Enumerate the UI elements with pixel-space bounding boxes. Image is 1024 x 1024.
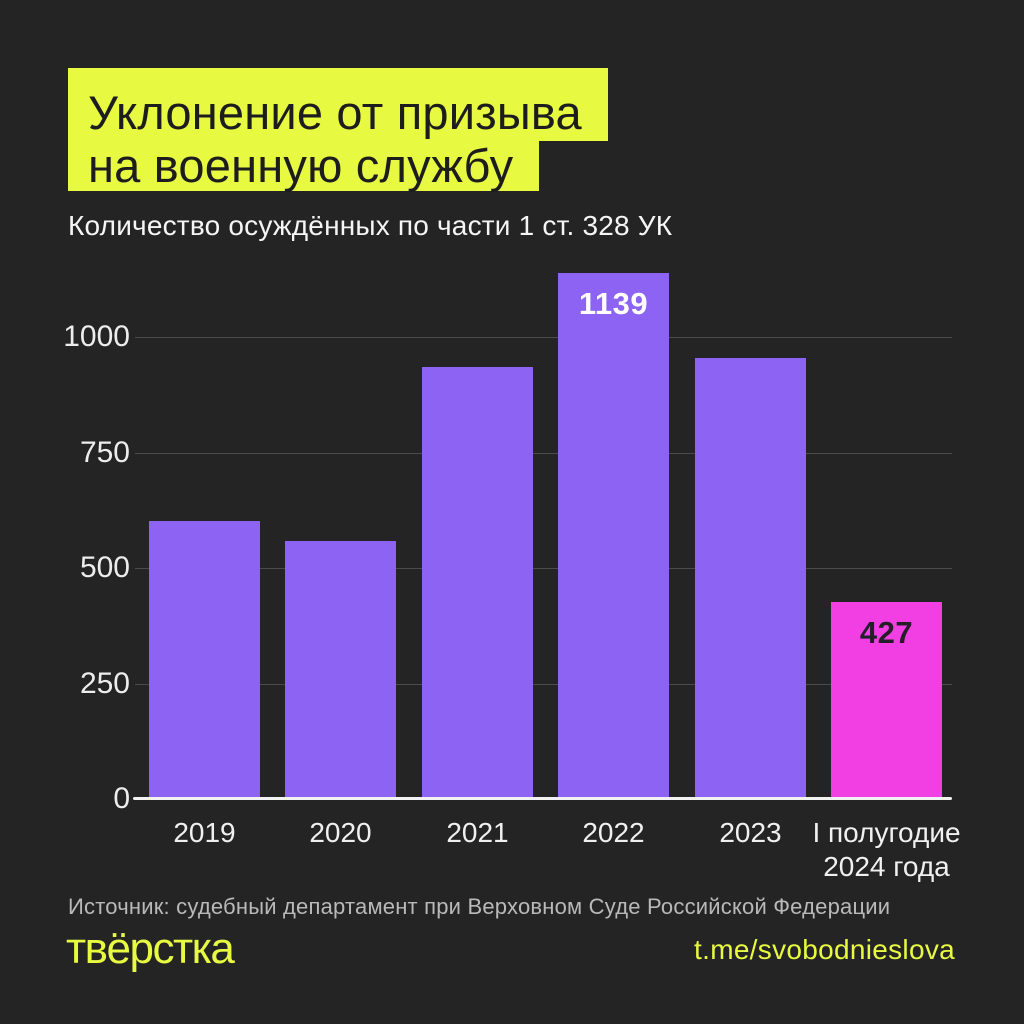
source-note: Источник: судебный департамент при Верхо… (68, 894, 891, 919)
ytick-label-750: 750 (79, 436, 130, 469)
ytick-label-1000: 1000 (63, 320, 130, 353)
chart-subtitle: Количество осуждённых по части 1 ст. 328… (68, 210, 673, 241)
bar-2022 (558, 273, 669, 799)
gridline-250 (135, 684, 952, 685)
gridline-500 (135, 568, 952, 569)
x-axis-line (133, 797, 952, 800)
page-title-line-2: на военную службу (68, 141, 540, 191)
xtick-label-2022: 2022 (582, 817, 645, 848)
bar-I полугодие 2024 года (831, 602, 942, 799)
verstka-logo: твёрстка (66, 924, 235, 973)
page-title-line-1: Уклонение от призыва (68, 68, 608, 141)
gridline-750 (135, 453, 952, 454)
gridline-1000 (135, 337, 952, 338)
xtick-label-2019: 2019 (173, 817, 236, 848)
bar-2023 (695, 358, 806, 799)
bar-2020 (285, 541, 396, 799)
bar-value-label-427: 427 (859, 615, 914, 650)
ytick-label-250: 250 (79, 667, 130, 700)
xtick-label-2021: 2021 (446, 817, 509, 848)
bar-value-label-1139: 1139 (578, 286, 649, 321)
xtick-label-2020: 2020 (309, 817, 372, 848)
telegram-link[interactable]: t.me/svobodnieslova (694, 934, 955, 965)
ytick-label-500: 500 (79, 551, 130, 584)
xtick-label-2023: 2023 (719, 817, 782, 848)
bar-2019 (149, 521, 260, 799)
page-title: Уклонение от призыва на военную службу (68, 68, 608, 191)
xtick-label-I полугодие 2024 года: I полугодие 2024 года (812, 817, 961, 882)
bar-2021 (422, 367, 533, 799)
ytick-label-0: 0 (113, 782, 130, 815)
